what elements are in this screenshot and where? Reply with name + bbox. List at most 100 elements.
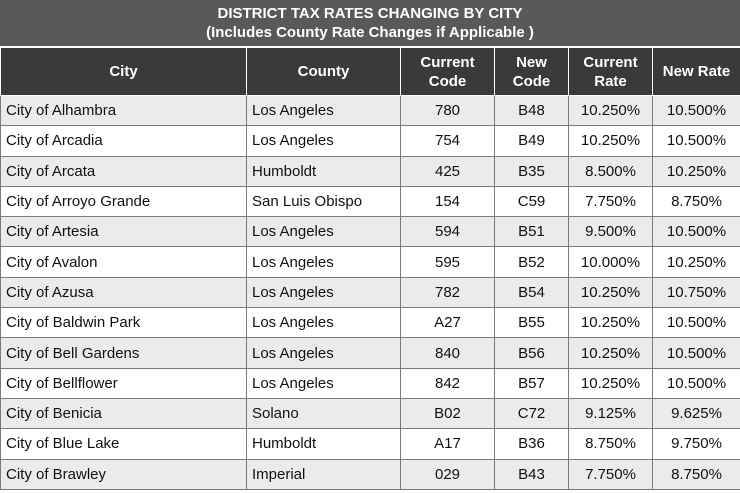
cell-new-rate: 10.500% [652, 125, 740, 157]
table-body: City of Alhambra Los Angeles 780 B48 10.250%… [0, 94, 740, 490]
cell-city: City of Arroyo Grande [0, 185, 247, 218]
cell-current-code: B02 [400, 397, 495, 430]
cell-current-code: 594 [400, 216, 495, 248]
cell-new-rate: 10.750% [652, 276, 740, 309]
cell-county: Los Angeles [246, 125, 401, 157]
cell-county: Los Angeles [246, 216, 401, 248]
cell-new-code: C72 [494, 397, 569, 430]
cell-current-rate: 10.250% [568, 307, 653, 339]
title-line-2: (Includes County Rate Changes if Applica… [206, 24, 534, 41]
cell-county: Imperial [246, 458, 401, 490]
cell-county: Los Angeles [246, 94, 401, 127]
table-row: City of Bell Gardens Los Angeles 840 B56 10.… [0, 337, 740, 369]
cell-city: City of Benicia [0, 397, 247, 430]
table-row: City of Avalon Los Angeles 595 B52 10.000% 10… [0, 246, 740, 278]
cell-new-rate: 8.750% [652, 458, 740, 490]
cell-new-rate: 10.500% [652, 367, 740, 399]
cell-new-code: B52 [494, 246, 569, 278]
cell-new-rate: 9.750% [652, 428, 740, 460]
cell-city: City of Artesia [0, 216, 247, 248]
cell-current-code: A17 [400, 428, 495, 460]
table-row: City of Arcadia Los Angeles 754 B49 10.250% 1… [0, 125, 740, 157]
cell-current-rate: 7.750% [568, 458, 653, 490]
cell-new-code: B56 [494, 337, 569, 369]
cell-city: City of Alhambra [0, 94, 247, 127]
cell-new-rate: 10.500% [652, 337, 740, 369]
cell-county: Los Angeles [246, 367, 401, 399]
cell-current-code: 595 [400, 246, 495, 278]
cell-current-rate: 10.250% [568, 276, 653, 309]
cell-county: Los Angeles [246, 276, 401, 309]
cell-city: City of Arcadia [0, 125, 247, 157]
cell-new-code: B36 [494, 428, 569, 460]
table-row: City of Benicia Solano B02 C72 9.125% 9.625% [0, 397, 740, 430]
cell-new-code: B35 [494, 155, 569, 187]
cell-new-rate: 10.500% [652, 94, 740, 127]
cell-new-code: B51 [494, 216, 569, 248]
cell-current-rate: 7.750% [568, 185, 653, 218]
cell-current-code: 029 [400, 458, 495, 490]
cell-current-code: 840 [400, 337, 495, 369]
cell-city: City of Azusa [0, 276, 247, 309]
cell-city: City of Blue Lake [0, 428, 247, 460]
cell-new-rate: 9.625% [652, 397, 740, 430]
title-line-1: DISTRICT TAX RATES CHANGING BY CITY [217, 5, 523, 22]
table-title: DISTRICT TAX RATES CHANGING BY CITY (Inc… [0, 0, 740, 47]
column-header-current-code: Current Code [400, 47, 495, 96]
cell-city: City of Brawley [0, 458, 247, 490]
cell-current-code: 154 [400, 185, 495, 218]
cell-current-code: 842 [400, 367, 495, 399]
table-row: City of Brawley Imperial 029 B43 7.750% 8.750… [0, 458, 740, 490]
cell-city: City of Arcata [0, 155, 247, 187]
cell-city: City of Baldwin Park [0, 307, 247, 339]
cell-current-rate: 10.250% [568, 367, 653, 399]
cell-new-rate: 8.750% [652, 185, 740, 218]
cell-current-rate: 10.250% [568, 94, 653, 127]
cell-new-rate: 10.500% [652, 307, 740, 339]
cell-county: Solano [246, 397, 401, 430]
column-header-new-rate: New Rate [652, 47, 740, 96]
cell-current-rate: 8.750% [568, 428, 653, 460]
table-row: City of Arroyo Grande San Luis Obispo 154 C… [0, 185, 740, 218]
cell-current-code: 780 [400, 94, 495, 127]
cell-new-rate: 10.500% [652, 216, 740, 248]
cell-new-code: B54 [494, 276, 569, 309]
table-row: City of Arcata Humboldt 425 B35 8.500% 10.250… [0, 155, 740, 187]
column-header-current-rate: Current Rate [568, 47, 653, 96]
cell-new-rate: 10.250% [652, 246, 740, 278]
cell-current-code: 425 [400, 155, 495, 187]
table-row: City of Artesia Los Angeles 594 B51 9.500% 10… [0, 216, 740, 248]
cell-new-code: B43 [494, 458, 569, 490]
cell-current-code: 782 [400, 276, 495, 309]
cell-city: City of Bellflower [0, 367, 247, 399]
cell-county: Humboldt [246, 155, 401, 187]
table-row: City of Azusa Los Angeles 782 B54 10.250% 10.… [0, 276, 740, 309]
cell-current-rate: 9.500% [568, 216, 653, 248]
cell-city: City of Bell Gardens [0, 337, 247, 369]
cell-new-code: B48 [494, 94, 569, 127]
cell-county: San Luis Obispo [246, 185, 401, 218]
cell-new-code: C59 [494, 185, 569, 218]
cell-new-rate: 10.250% [652, 155, 740, 187]
table-row: City of Blue Lake Humboldt A17 B36 8.750% 9.7… [0, 428, 740, 460]
column-header-city: City [0, 47, 247, 96]
table-row: City of Baldwin Park Los Angeles A27 B55 10.… [0, 307, 740, 339]
cell-county: Los Angeles [246, 246, 401, 278]
cell-new-code: B57 [494, 367, 569, 399]
cell-current-rate: 10.000% [568, 246, 653, 278]
cell-current-rate: 9.125% [568, 397, 653, 430]
table-row: City of Bellflower Los Angeles 842 B57 10.25… [0, 367, 740, 399]
column-header-county: County [246, 47, 401, 96]
cell-current-code: 754 [400, 125, 495, 157]
column-header-new-code: New Code [494, 47, 569, 96]
cell-current-code: A27 [400, 307, 495, 339]
cell-city: City of Avalon [0, 246, 247, 278]
cell-current-rate: 10.250% [568, 125, 653, 157]
cell-county: Humboldt [246, 428, 401, 460]
table-row: City of Alhambra Los Angeles 780 B48 10.250%… [0, 94, 740, 127]
cell-current-rate: 10.250% [568, 337, 653, 369]
tax-rate-table: City County Current Code New Code Curren… [0, 47, 740, 490]
cell-new-code: B55 [494, 307, 569, 339]
cell-current-rate: 8.500% [568, 155, 653, 187]
